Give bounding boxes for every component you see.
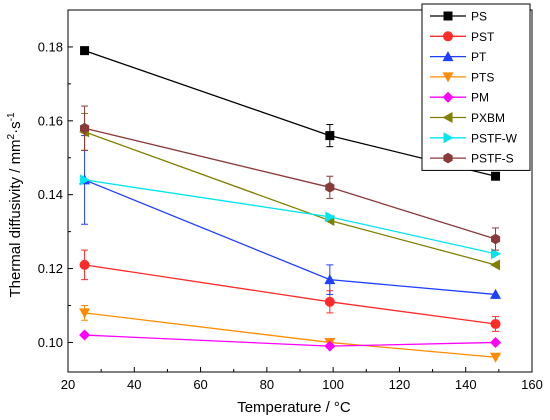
legend-label: PSTF-W	[471, 131, 518, 145]
x-tick-label: 40	[127, 377, 141, 392]
data-point	[80, 174, 91, 186]
legend-label: PST	[471, 30, 495, 44]
y-tick-label: 0.18	[38, 39, 63, 54]
series-line	[84, 312, 496, 358]
data-point	[491, 171, 501, 181]
legend-item-pstf-w: PSTF-W	[430, 131, 518, 145]
data-point	[490, 336, 502, 348]
data-point	[79, 259, 90, 270]
legend-marker	[443, 11, 453, 21]
data-point	[79, 308, 91, 319]
series-line	[84, 264, 496, 325]
series-pst	[79, 249, 501, 332]
legend-marker	[442, 72, 454, 83]
x-tick-label: 120	[389, 377, 411, 392]
data-point	[325, 131, 335, 141]
x-axis-title: Temperature / °C	[237, 399, 351, 416]
data-point	[490, 318, 501, 329]
y-axis-title: Thermal diffusivity / mm2·s-1	[6, 112, 24, 297]
legend-box	[421, 3, 531, 171]
series-layer	[79, 46, 502, 363]
x-tick-label: 80	[260, 377, 274, 392]
legend-item-pstf-s: PSTF-S	[430, 152, 514, 166]
data-point	[324, 274, 336, 285]
series-pstf-s	[79, 105, 501, 251]
y-axis-title-sup2: -1	[6, 112, 17, 121]
legend-label: PSTF-S	[471, 152, 514, 166]
legend-item-pt: PT	[430, 50, 487, 64]
x-axis: 20 40 60 80 100 120 140 160	[61, 367, 543, 392]
legend-marker	[442, 91, 454, 103]
series-pm	[79, 329, 502, 352]
legend-item-pm: PM	[430, 91, 489, 105]
legend-marker	[443, 152, 453, 164]
legend-label: PS	[471, 10, 487, 24]
data-point	[324, 296, 335, 307]
y-axis-title-sup1: 2	[6, 133, 17, 139]
x-tick-label: 20	[61, 377, 75, 392]
legend-marker	[443, 132, 454, 144]
legend: PS PST PT PTS PM PXBM PSTF-W PSTF-S	[421, 3, 531, 171]
data-point	[79, 329, 91, 341]
series-line	[84, 334, 496, 347]
data-point	[490, 352, 502, 363]
data-point	[325, 211, 336, 223]
y-axis-title-mid: ·s	[7, 121, 24, 134]
data-point	[491, 248, 502, 260]
legend-label: PXBM	[471, 111, 505, 125]
legend-label: PTS	[471, 70, 494, 84]
data-point	[80, 46, 90, 56]
data-point	[490, 233, 501, 245]
legend-marker	[442, 112, 453, 123]
legend-label: PT	[471, 50, 487, 64]
data-point	[79, 122, 90, 134]
data-point	[325, 182, 335, 193]
series-pts	[79, 305, 502, 363]
legend-item-pst: PST	[430, 30, 495, 44]
legend-item-pxbm: PXBM	[430, 111, 505, 125]
y-axis: 0.10 0.12 0.14 0.16 0.18	[38, 9, 73, 350]
y-tick-label: 0.14	[38, 187, 63, 202]
series-line	[84, 179, 496, 255]
data-point	[490, 288, 502, 299]
y-tick-label: 0.16	[38, 113, 63, 128]
series-pstf-w	[80, 174, 502, 260]
x-tick-label: 140	[455, 377, 477, 392]
x-tick-label: 60	[193, 377, 207, 392]
series-line	[84, 179, 496, 296]
data-point	[490, 259, 501, 271]
legend-label: PM	[471, 91, 489, 105]
legend-marker	[443, 31, 453, 42]
x-tick-label: 100	[322, 377, 344, 392]
legend-marker	[442, 51, 454, 62]
data-point	[324, 340, 336, 352]
legend-item-ps: PS	[430, 10, 487, 24]
x-tick-label: 160	[521, 377, 543, 392]
y-tick-label: 0.10	[38, 335, 63, 350]
legend-item-pts: PTS	[430, 70, 494, 84]
y-axis-title-main: Thermal diffusivity / mm	[7, 139, 24, 297]
y-tick-label: 0.12	[38, 261, 63, 276]
